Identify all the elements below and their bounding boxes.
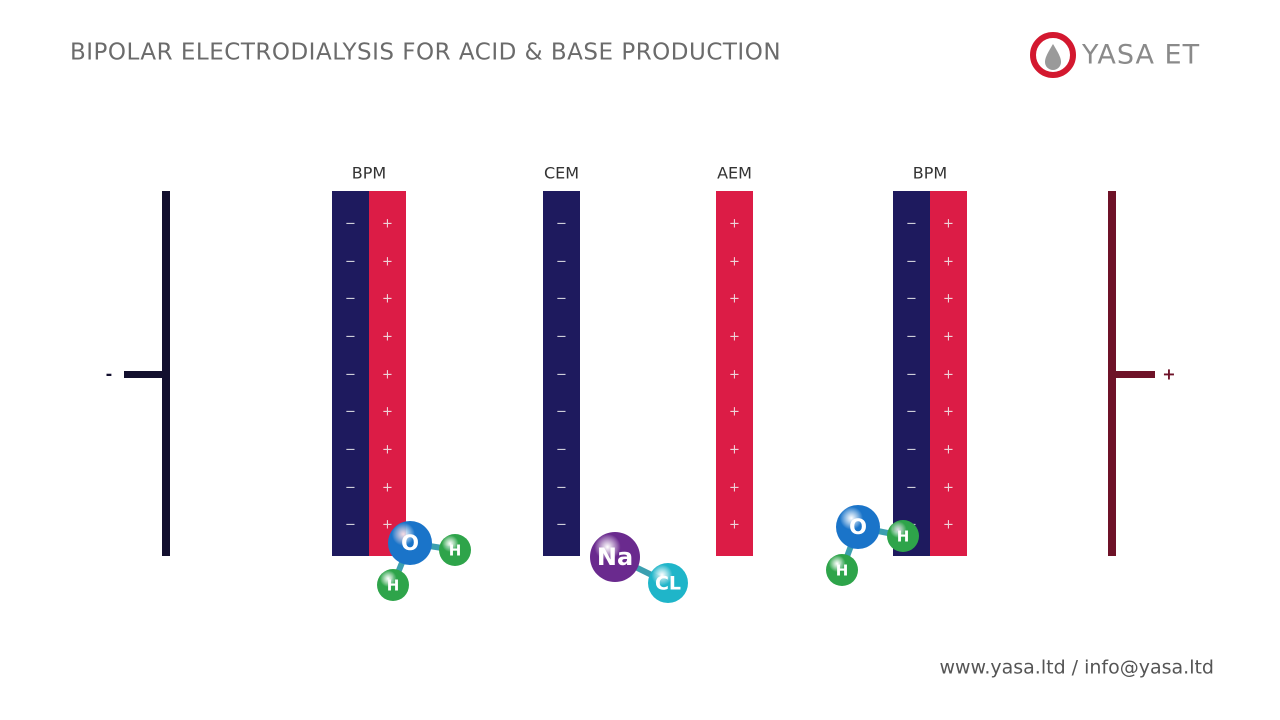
footer: www.yasa.ltd / info@yasa.ltd bbox=[939, 657, 1214, 679]
atom-label: O bbox=[401, 531, 419, 555]
membrane-layer bbox=[716, 191, 753, 556]
charge-sign: + bbox=[382, 255, 393, 270]
atom bbox=[388, 521, 432, 565]
atom-label: H bbox=[836, 562, 849, 580]
charge-sign: + bbox=[729, 443, 740, 458]
atom-label: H bbox=[897, 528, 910, 546]
charge-sign: − bbox=[556, 217, 567, 232]
charge-sign: − bbox=[345, 443, 356, 458]
atom bbox=[836, 505, 880, 549]
membrane-label: CEM bbox=[544, 164, 579, 183]
electrode-terminal bbox=[1116, 371, 1155, 378]
charge-sign: + bbox=[943, 481, 954, 496]
charge-sign: + bbox=[382, 330, 393, 345]
charge-sign: + bbox=[729, 292, 740, 307]
charge-sign: + bbox=[382, 292, 393, 307]
atom bbox=[439, 534, 471, 566]
charge-sign: − bbox=[345, 368, 356, 383]
charge-sign: + bbox=[382, 443, 393, 458]
membrane-label: AEM bbox=[717, 164, 752, 183]
membrane-layer bbox=[930, 191, 967, 556]
charge-sign: + bbox=[382, 368, 393, 383]
electrode-sign: - bbox=[106, 365, 113, 384]
logo-ring bbox=[1030, 32, 1076, 78]
charge-sign: − bbox=[906, 330, 917, 345]
logo-drop bbox=[1045, 44, 1061, 70]
charge-sign: − bbox=[345, 292, 356, 307]
membrane-layer bbox=[332, 191, 369, 556]
membrane-label: BPM bbox=[913, 164, 947, 183]
electrode-sign: + bbox=[1162, 365, 1175, 384]
charge-sign: + bbox=[729, 255, 740, 270]
charge-sign: − bbox=[345, 255, 356, 270]
atom bbox=[377, 569, 409, 601]
atom-label: H bbox=[449, 542, 462, 560]
charge-sign: + bbox=[729, 330, 740, 345]
charge-sign: − bbox=[345, 518, 356, 533]
charge-sign: + bbox=[729, 368, 740, 383]
charge-sign: + bbox=[382, 217, 393, 232]
charge-sign: + bbox=[382, 405, 393, 420]
atom bbox=[648, 563, 688, 603]
charge-sign: − bbox=[906, 217, 917, 232]
membrane-layer bbox=[543, 191, 580, 556]
electrode-terminal bbox=[124, 371, 162, 378]
atom-label: CL bbox=[655, 573, 681, 595]
charge-sign: − bbox=[906, 368, 917, 383]
charge-sign: − bbox=[556, 405, 567, 420]
membrane-label: BPM bbox=[352, 164, 386, 183]
atom-label: Na bbox=[597, 543, 633, 571]
charge-sign: + bbox=[943, 405, 954, 420]
logo: YASA ET bbox=[1030, 32, 1200, 78]
atom bbox=[826, 554, 858, 586]
charge-sign: − bbox=[345, 217, 356, 232]
charge-sign: − bbox=[906, 255, 917, 270]
logo-text: YASA ET bbox=[1081, 40, 1200, 71]
charge-sign: + bbox=[943, 330, 954, 345]
membrane-layer bbox=[369, 191, 406, 556]
charge-sign: + bbox=[943, 255, 954, 270]
charge-sign: − bbox=[906, 405, 917, 420]
charge-sign: − bbox=[345, 330, 356, 345]
title: BIPOLAR ELECTRODIALYSIS FOR ACID & BASE … bbox=[70, 40, 781, 66]
charge-sign: + bbox=[382, 481, 393, 496]
charge-sign: + bbox=[943, 292, 954, 307]
charge-sign: − bbox=[906, 443, 917, 458]
charge-sign: − bbox=[556, 481, 567, 496]
charge-sign: − bbox=[556, 443, 567, 458]
charge-sign: − bbox=[556, 292, 567, 307]
charge-sign: + bbox=[943, 443, 954, 458]
charge-sign: − bbox=[556, 255, 567, 270]
charge-sign: − bbox=[556, 330, 567, 345]
electrode bbox=[1108, 191, 1116, 556]
charge-sign: + bbox=[943, 217, 954, 232]
charge-sign: − bbox=[906, 481, 917, 496]
charge-sign: + bbox=[943, 518, 954, 533]
charge-sign: − bbox=[345, 405, 356, 420]
charge-sign: − bbox=[556, 518, 567, 533]
atom-label: H bbox=[387, 577, 400, 595]
charge-sign: + bbox=[729, 405, 740, 420]
atom-label: O bbox=[849, 515, 867, 539]
charge-sign: + bbox=[729, 518, 740, 533]
charge-sign: − bbox=[906, 292, 917, 307]
charge-sign: + bbox=[729, 217, 740, 232]
charge-sign: + bbox=[943, 368, 954, 383]
charge-sign: + bbox=[729, 481, 740, 496]
membrane-layer bbox=[893, 191, 930, 556]
charge-sign: − bbox=[556, 368, 567, 383]
charge-sign: + bbox=[382, 518, 393, 533]
atom bbox=[590, 532, 640, 582]
electrode bbox=[162, 191, 170, 556]
atom bbox=[887, 520, 919, 552]
charge-sign: − bbox=[345, 481, 356, 496]
